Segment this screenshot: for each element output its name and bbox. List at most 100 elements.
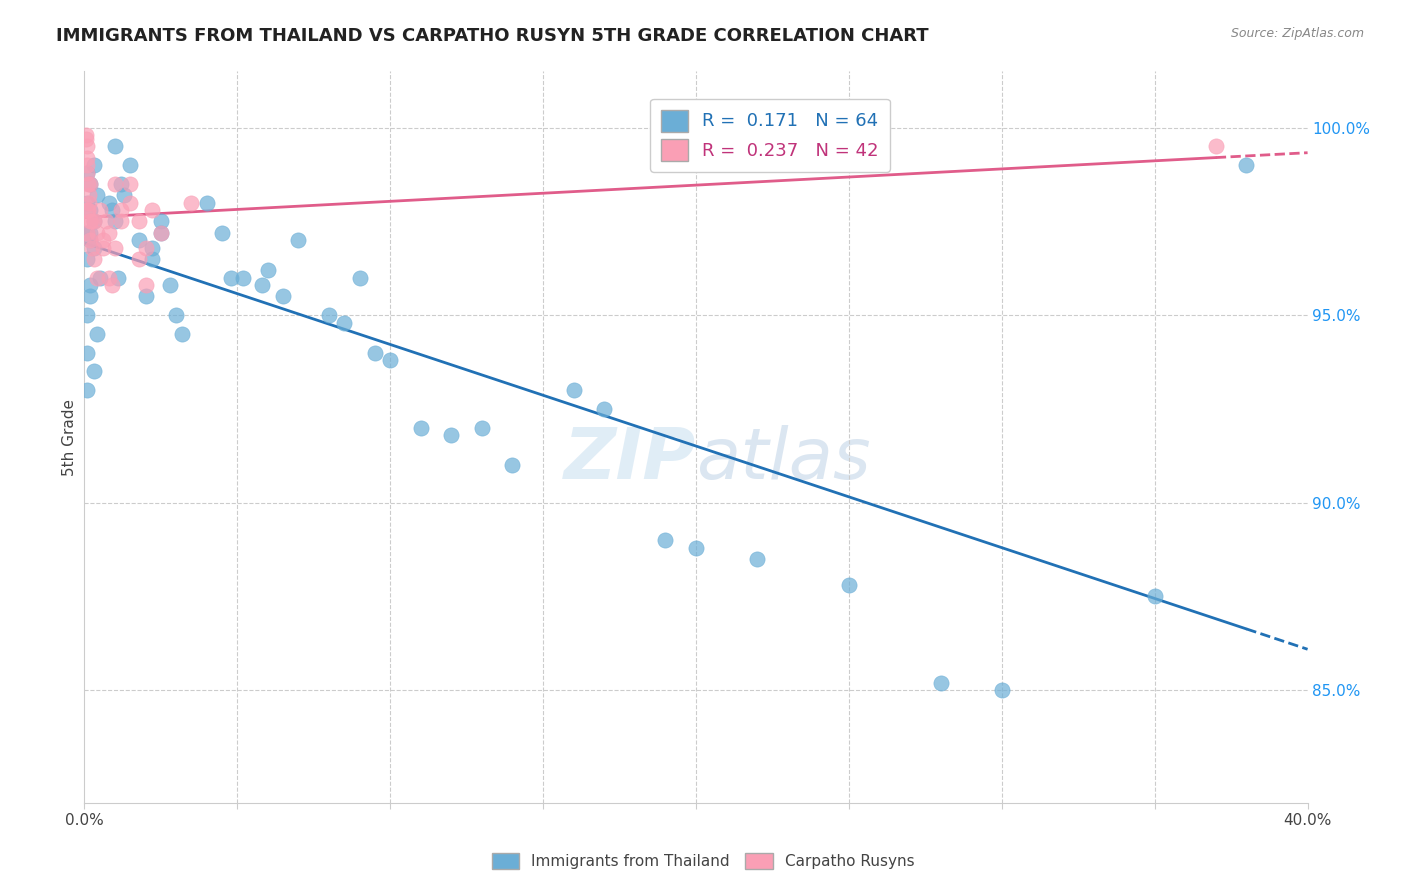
Point: [120, 195, 142, 210]
Point: [654, 533, 676, 548]
Text: IMMIGRANTS FROM THAILAND VS CARPATHO RUSYN 5TH GRADE CORRELATION CHART: IMMIGRANTS FROM THAILAND VS CARPATHO RUS…: [56, 27, 929, 45]
Point: [80, 214, 103, 228]
Point: [409, 420, 432, 434]
Point: [141, 241, 163, 255]
Point: [141, 203, 163, 218]
Point: [257, 263, 280, 277]
Point: [75, 132, 97, 146]
Point: [747, 552, 769, 566]
Point: [104, 139, 127, 153]
Point: [165, 308, 187, 322]
Point: [83, 364, 105, 378]
Point: [112, 188, 135, 202]
Point: [79, 177, 101, 191]
Point: [79, 226, 101, 240]
Point: [149, 226, 172, 240]
Point: [101, 203, 124, 218]
Point: [79, 289, 101, 303]
Point: [97, 270, 120, 285]
Point: [79, 278, 101, 293]
Point: [364, 345, 387, 359]
Point: [135, 241, 157, 255]
Point: [76, 166, 98, 180]
Point: [104, 177, 127, 191]
Point: [110, 214, 132, 228]
Point: [349, 270, 371, 285]
Point: [101, 278, 124, 293]
Point: [104, 214, 127, 228]
Point: [86, 326, 108, 341]
Point: [76, 226, 98, 240]
Point: [1143, 590, 1166, 604]
Point: [83, 241, 105, 255]
Point: [76, 166, 98, 180]
Point: [83, 252, 105, 266]
Point: [135, 289, 157, 303]
Point: [94, 214, 117, 228]
Point: [76, 345, 98, 359]
Point: [83, 214, 105, 228]
Point: [211, 226, 233, 240]
Point: [97, 226, 120, 240]
Point: [318, 308, 340, 322]
Point: [991, 683, 1014, 698]
Y-axis label: 5th Grade: 5th Grade: [62, 399, 77, 475]
Point: [83, 214, 105, 228]
Point: [79, 214, 101, 228]
Point: [120, 158, 142, 172]
Point: [77, 177, 100, 191]
Point: [471, 420, 494, 434]
Point: [219, 270, 242, 285]
Point: [562, 383, 585, 397]
Point: [685, 541, 707, 555]
Point: [1205, 139, 1227, 153]
Point: [593, 401, 616, 416]
Point: [79, 233, 101, 247]
Point: [89, 203, 111, 218]
Point: [287, 233, 309, 247]
Point: [86, 188, 108, 202]
Point: [1236, 158, 1258, 172]
Legend: Immigrants from Thailand, Carpatho Rusyns: Immigrants from Thailand, Carpatho Rusyn…: [485, 847, 921, 875]
Point: [76, 226, 98, 240]
Point: [250, 278, 273, 293]
Point: [271, 289, 294, 303]
Point: [76, 203, 98, 218]
Point: [76, 151, 98, 165]
Point: [86, 270, 108, 285]
Point: [89, 270, 111, 285]
Point: [232, 270, 254, 285]
Point: [180, 195, 202, 210]
Point: [128, 252, 150, 266]
Point: [91, 241, 114, 255]
Point: [149, 226, 172, 240]
Point: [159, 278, 181, 293]
Point: [929, 675, 952, 690]
Point: [110, 177, 132, 191]
Point: [107, 270, 129, 285]
Point: [86, 226, 108, 240]
Point: [104, 241, 127, 255]
Text: ZIP: ZIP: [564, 425, 696, 493]
Point: [110, 203, 132, 218]
Point: [79, 233, 101, 247]
Point: [838, 578, 860, 592]
Point: [79, 203, 101, 218]
Point: [333, 316, 356, 330]
Point: [77, 188, 100, 202]
Point: [75, 128, 97, 142]
Point: [91, 233, 114, 247]
Point: [76, 158, 98, 172]
Point: [80, 241, 103, 255]
Point: [172, 326, 194, 341]
Point: [128, 233, 150, 247]
Point: [76, 195, 98, 210]
Point: [77, 195, 100, 210]
Point: [380, 353, 402, 368]
Point: [120, 177, 142, 191]
Point: [77, 203, 100, 218]
Point: [79, 177, 101, 191]
Point: [76, 252, 98, 266]
Point: [83, 158, 105, 172]
Point: [76, 383, 98, 397]
